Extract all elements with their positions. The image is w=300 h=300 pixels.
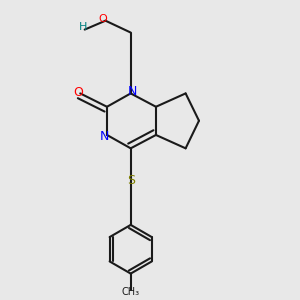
- Text: H: H: [79, 22, 87, 32]
- Text: S: S: [127, 175, 135, 188]
- Text: O: O: [73, 86, 83, 99]
- Text: N: N: [100, 130, 109, 143]
- Text: N: N: [128, 85, 137, 98]
- Text: O: O: [99, 14, 107, 24]
- Text: CH₃: CH₃: [122, 287, 140, 297]
